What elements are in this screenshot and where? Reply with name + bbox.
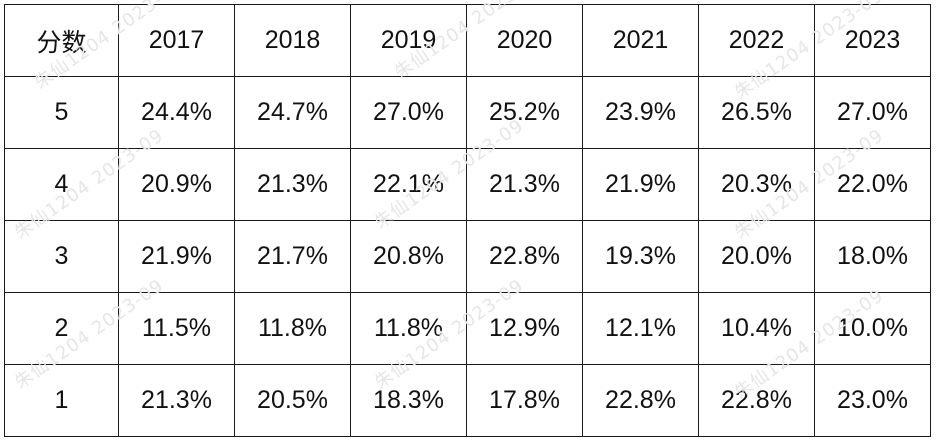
percent-cell: 20.9% xyxy=(118,148,235,221)
percent-cell: 23.0% xyxy=(814,364,931,437)
header-cell-year: 2019 xyxy=(350,4,467,77)
percent-cell: 21.7% xyxy=(234,220,351,293)
percent-cell: 24.7% xyxy=(234,76,351,149)
score-cell: 1 xyxy=(4,364,119,437)
table-row: 2 11.5% 11.8% 11.8% 12.9% 12.1% 10.4% 10… xyxy=(4,292,931,365)
percent-cell: 21.9% xyxy=(118,220,235,293)
header-cell-year: 2021 xyxy=(582,4,699,77)
table-row: 3 21.9% 21.7% 20.8% 22.8% 19.3% 20.0% 18… xyxy=(4,220,931,293)
percent-cell: 22.8% xyxy=(698,364,815,437)
percent-cell: 12.1% xyxy=(582,292,699,365)
score-cell: 2 xyxy=(4,292,119,365)
percent-cell: 11.8% xyxy=(234,292,351,365)
percent-cell: 21.3% xyxy=(466,148,583,221)
percent-cell: 18.0% xyxy=(814,220,931,293)
percent-cell: 10.0% xyxy=(814,292,931,365)
score-distribution-table: 分数 2017 2018 2019 2020 2021 2022 2023 5 … xyxy=(4,4,931,437)
percent-cell: 20.5% xyxy=(234,364,351,437)
percent-cell: 24.4% xyxy=(118,76,235,149)
percent-cell: 20.3% xyxy=(698,148,815,221)
percent-cell: 20.8% xyxy=(350,220,467,293)
table-header-row: 分数 2017 2018 2019 2020 2021 2022 2023 xyxy=(4,4,931,77)
percent-cell: 11.8% xyxy=(350,292,467,365)
header-cell-year: 2020 xyxy=(466,4,583,77)
header-cell-year: 2017 xyxy=(118,4,235,77)
percent-cell: 22.8% xyxy=(582,364,699,437)
table-row: 1 21.3% 20.5% 18.3% 17.8% 22.8% 22.8% 23… xyxy=(4,364,931,437)
score-cell: 3 xyxy=(4,220,119,293)
percent-cell: 22.8% xyxy=(466,220,583,293)
header-cell-score: 分数 xyxy=(4,4,119,77)
percent-cell: 27.0% xyxy=(814,76,931,149)
header-cell-year: 2022 xyxy=(698,4,815,77)
header-cell-year: 2018 xyxy=(234,4,351,77)
percent-cell: 21.3% xyxy=(234,148,351,221)
table-row: 4 20.9% 21.3% 22.1% 21.3% 21.9% 20.3% 22… xyxy=(4,148,931,221)
percent-cell: 21.3% xyxy=(118,364,235,437)
percent-cell: 26.5% xyxy=(698,76,815,149)
percent-cell: 27.0% xyxy=(350,76,467,149)
percent-cell: 25.2% xyxy=(466,76,583,149)
percent-cell: 22.0% xyxy=(814,148,931,221)
table-row: 5 24.4% 24.7% 27.0% 25.2% 23.9% 26.5% 27… xyxy=(4,76,931,149)
percent-cell: 11.5% xyxy=(118,292,235,365)
percent-cell: 18.3% xyxy=(350,364,467,437)
percent-cell: 20.0% xyxy=(698,220,815,293)
score-cell: 5 xyxy=(4,76,119,149)
percent-cell: 17.8% xyxy=(466,364,583,437)
percent-cell: 19.3% xyxy=(582,220,699,293)
score-cell: 4 xyxy=(4,148,119,221)
percent-cell: 23.9% xyxy=(582,76,699,149)
percent-cell: 21.9% xyxy=(582,148,699,221)
header-cell-year: 2023 xyxy=(814,4,931,77)
percent-cell: 12.9% xyxy=(466,292,583,365)
percent-cell: 10.4% xyxy=(698,292,815,365)
percent-cell: 22.1% xyxy=(350,148,467,221)
